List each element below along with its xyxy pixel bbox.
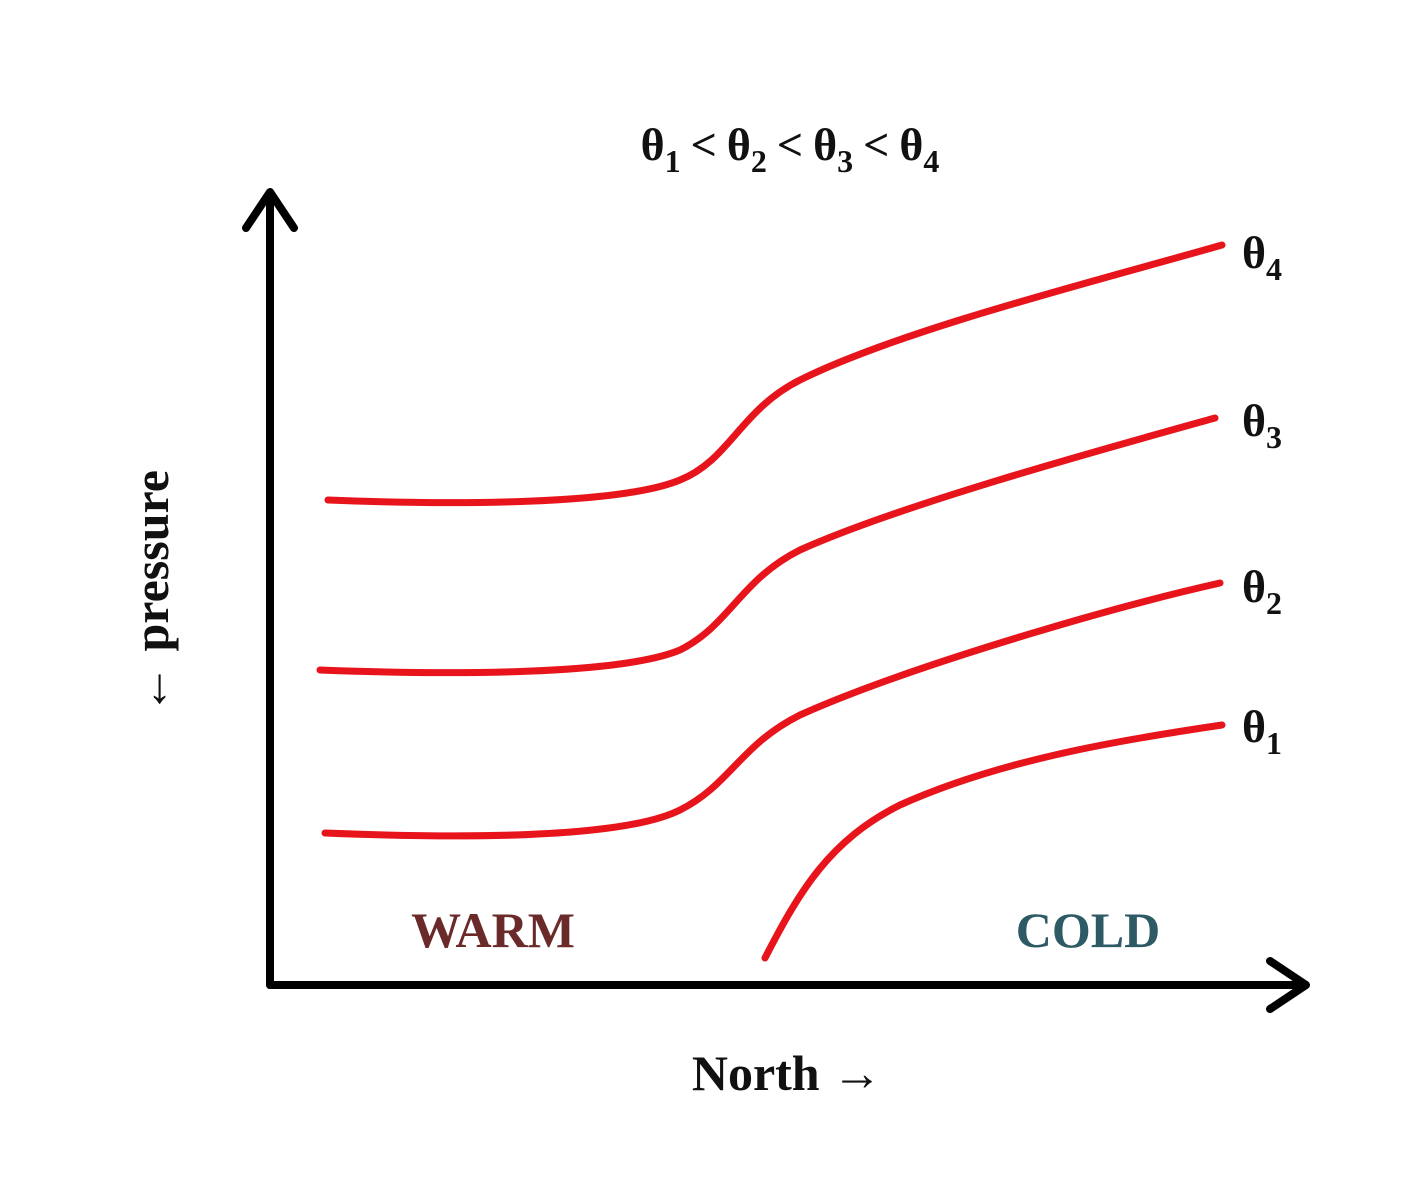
y-axis — [242, 188, 298, 989]
isentrope — [324, 241, 1226, 507]
title-subscript: 3 — [837, 143, 853, 179]
title-symbol: θ — [641, 119, 665, 170]
curve-label: θ2 — [1242, 561, 1282, 621]
y-axis-label: ← pressure — [123, 470, 179, 714]
curve-label: θ4 — [1242, 227, 1282, 287]
curve-symbol: θ — [1242, 227, 1266, 278]
title: θ1 < θ2 < θ3 < θ4 — [641, 119, 940, 179]
isentrope — [316, 414, 1219, 677]
title-symbol: θ — [727, 119, 751, 170]
curve-symbol: θ — [1242, 395, 1266, 446]
curve-symbol: θ — [1242, 561, 1266, 612]
title-subscript: 4 — [923, 143, 939, 179]
title-symbol: θ — [899, 119, 923, 170]
curve-symbol: θ — [1242, 701, 1266, 752]
curve-subscript: 3 — [1266, 419, 1282, 455]
curve-subscript: 2 — [1266, 585, 1282, 621]
x-axis — [266, 957, 1310, 1013]
title-symbol: θ — [813, 119, 837, 170]
title-subscript: 1 — [665, 143, 681, 179]
isentrope — [761, 721, 1226, 962]
cold-label: COLD — [1016, 902, 1160, 958]
title-subscript: 2 — [751, 143, 767, 179]
curve-label: θ3 — [1242, 395, 1282, 455]
warm-label: WARM — [411, 902, 575, 958]
isentrope — [321, 579, 1224, 840]
curve-subscript: 1 — [1266, 725, 1282, 761]
title-separator: < — [691, 119, 717, 170]
title-separator: < — [863, 119, 889, 170]
curve-label: θ1 — [1242, 701, 1282, 761]
x-axis-label: North → — [692, 1045, 882, 1101]
curve-subscript: 4 — [1266, 251, 1282, 287]
title-separator: < — [777, 119, 803, 170]
